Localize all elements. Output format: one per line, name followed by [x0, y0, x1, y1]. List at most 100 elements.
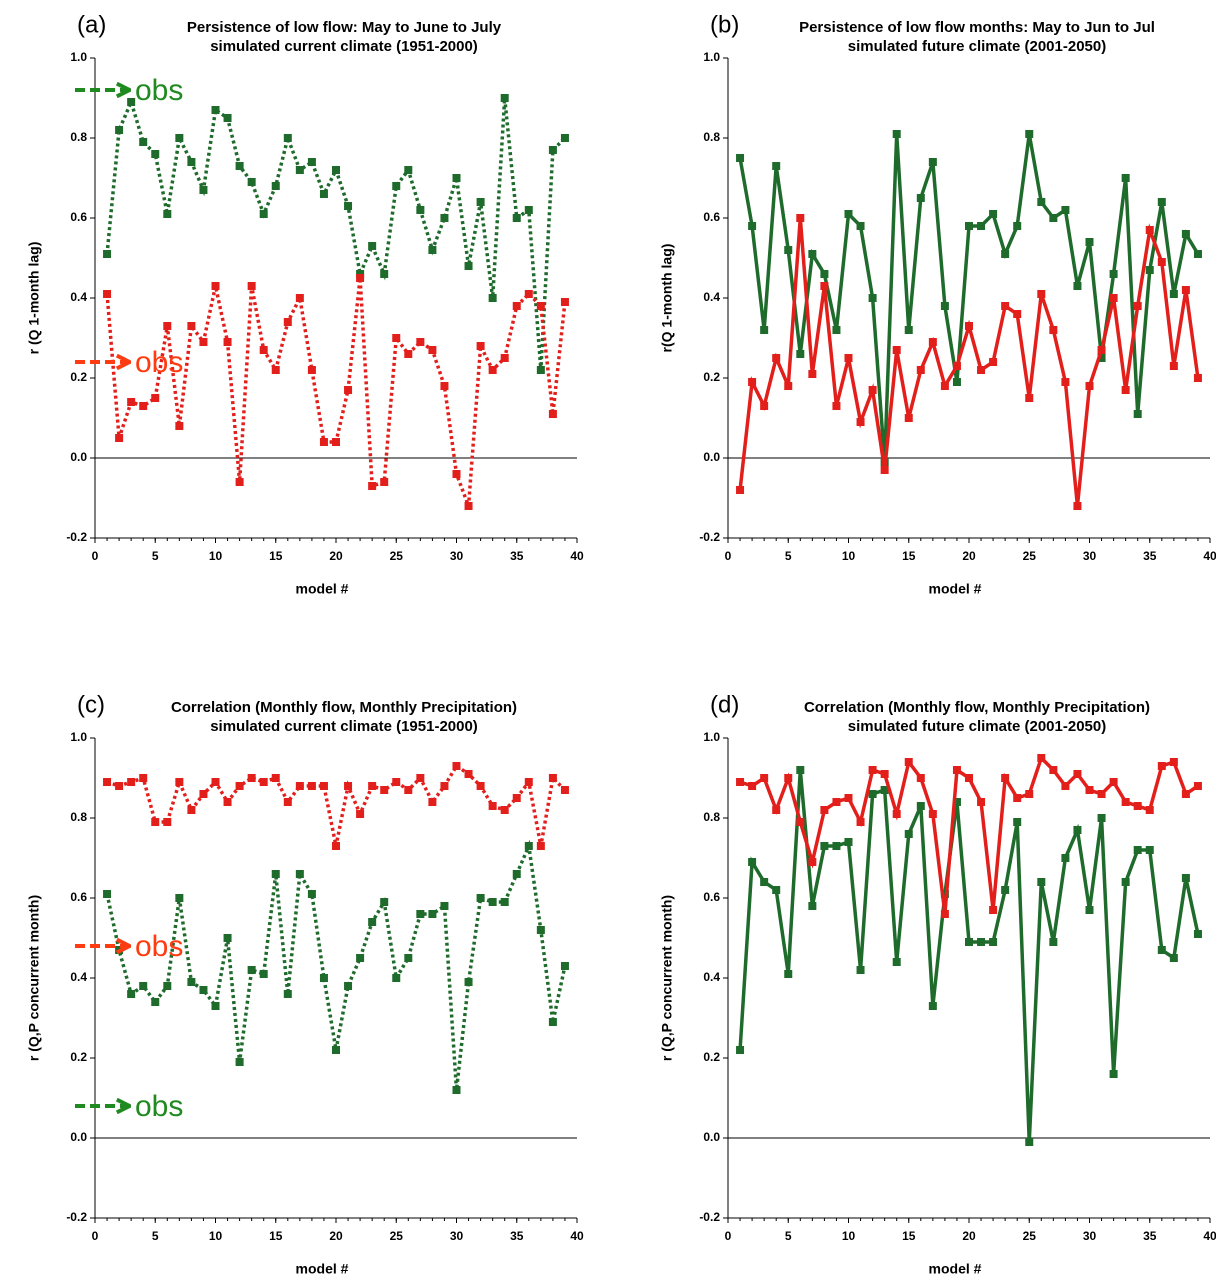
data-point [283, 990, 292, 998]
data-point [344, 782, 353, 790]
data-point [488, 898, 497, 906]
data-point [1133, 846, 1142, 854]
x-tick-label: 15 [902, 1229, 916, 1243]
y-tick-label: 0.8 [70, 810, 87, 824]
data-point [103, 290, 112, 298]
data-point [1061, 854, 1070, 862]
x-axis-label: model # [296, 581, 349, 597]
data-point [1001, 886, 1010, 894]
data-point [163, 818, 172, 826]
data-point [880, 770, 889, 778]
data-point [307, 366, 316, 374]
data-point [283, 318, 292, 326]
panel: (a) Persistence of low flow: May to June … [26, 11, 584, 596]
data-point [808, 902, 817, 910]
data-point [452, 470, 461, 478]
data-point [784, 774, 793, 782]
data-point [247, 178, 256, 186]
data-point [1097, 790, 1106, 798]
data-point [977, 798, 986, 806]
data-point [1037, 754, 1046, 762]
x-axis-label: model # [296, 1261, 349, 1277]
data-point [103, 250, 112, 258]
data-point [928, 338, 937, 346]
data-point [332, 1046, 340, 1054]
data-point [1121, 386, 1130, 394]
x-axis-label: model # [929, 581, 982, 597]
obs-label: obs [135, 346, 183, 379]
data-point [1025, 394, 1034, 402]
y-tick-label: 0.0 [703, 450, 720, 464]
data-point [868, 790, 877, 798]
data-point [524, 290, 533, 298]
data-point [476, 782, 485, 790]
data-point [1085, 786, 1094, 794]
data-point [187, 322, 196, 330]
data-point [748, 378, 757, 386]
series-line [738, 769, 1200, 1143]
data-point [856, 966, 865, 974]
data-point [163, 982, 172, 990]
chart-subtitle: simulated current climate (1951-2000) [210, 38, 478, 55]
y-axis-label: r (Q,P concurrent month) [26, 895, 42, 1061]
data-point [965, 774, 973, 782]
data-point [1025, 1138, 1034, 1146]
data-point [211, 106, 220, 114]
x-tick-label: 10 [209, 1229, 223, 1243]
data-point [380, 270, 389, 278]
y-axis-label: r(Q 1-month lag) [659, 244, 675, 353]
x-tick-label: 35 [510, 549, 524, 563]
data-point [283, 134, 292, 142]
data-point [416, 774, 425, 782]
data-point [127, 990, 136, 998]
data-point [512, 214, 521, 222]
y-tick-label: 0.2 [70, 1050, 87, 1064]
panel-label: (a) [77, 11, 106, 38]
data-point [452, 174, 461, 182]
data-point [1145, 266, 1154, 274]
data-point [1049, 766, 1058, 774]
data-point [1037, 878, 1046, 886]
data-point [332, 166, 340, 174]
panel-label: (c) [77, 691, 105, 718]
data-point [512, 302, 521, 310]
data-point [916, 774, 925, 782]
data-point [127, 98, 136, 106]
data-point [989, 358, 998, 366]
data-point [1133, 410, 1142, 418]
data-point [344, 386, 353, 394]
data-point [271, 870, 280, 878]
y-tick-label: 0.4 [70, 290, 87, 304]
data-point [1157, 258, 1166, 266]
data-point [319, 190, 328, 198]
data-point [1193, 250, 1202, 258]
data-point [307, 890, 316, 898]
data-point [259, 346, 268, 354]
x-tick-label: 35 [510, 1229, 524, 1243]
data-point [139, 774, 148, 782]
data-point [1085, 906, 1094, 914]
x-tick-label: 20 [329, 549, 343, 563]
data-point [977, 938, 986, 946]
y-tick-label: 0.2 [703, 1050, 720, 1064]
data-point [452, 762, 461, 770]
data-point [440, 214, 449, 222]
data-point [1157, 198, 1166, 206]
y-tick-label: 0.6 [703, 890, 720, 904]
data-point [736, 486, 745, 494]
data-point [380, 478, 389, 486]
data-point [356, 274, 365, 282]
data-point [1097, 346, 1106, 354]
data-point [175, 422, 184, 430]
data-point [452, 1086, 461, 1094]
data-point [1145, 846, 1154, 854]
data-point [796, 350, 805, 358]
data-point [892, 958, 901, 966]
data-point [989, 906, 998, 914]
x-tick-label: 0 [92, 549, 99, 563]
data-point [1097, 354, 1106, 362]
data-point [319, 974, 328, 982]
data-point [916, 802, 925, 810]
